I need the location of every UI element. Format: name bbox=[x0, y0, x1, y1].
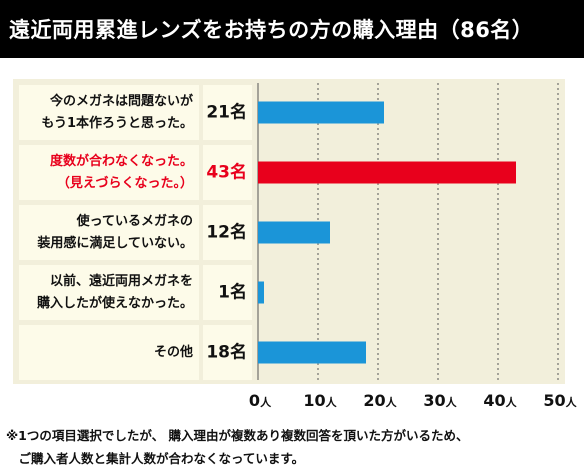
bar bbox=[258, 341, 366, 364]
bar bbox=[258, 101, 384, 124]
x-tick-unit: 人 bbox=[505, 396, 517, 409]
category-label: もう1本作ろうと思った。 bbox=[41, 115, 193, 131]
value-label: 12名 bbox=[206, 222, 247, 243]
title-bar: 遠近両用累進レンズをお持ちの方の購入理由（86名） bbox=[0, 0, 584, 58]
bar bbox=[258, 281, 264, 304]
x-tick-label: 10人 bbox=[303, 391, 336, 410]
x-tick-label: 40人 bbox=[483, 391, 516, 410]
x-tick-value: 40 bbox=[483, 391, 506, 410]
category-cell bbox=[19, 145, 199, 200]
value-label: 21名 bbox=[206, 102, 247, 123]
x-tick-value: 50 bbox=[543, 391, 566, 410]
value-cell bbox=[203, 205, 252, 260]
x-tick-label: 50人 bbox=[543, 391, 576, 410]
category-label: 装用感に満足していない。 bbox=[36, 235, 193, 251]
category-label: （見えづらくなった。） bbox=[57, 175, 193, 191]
x-tick-unit: 人 bbox=[260, 396, 272, 409]
category-label: その他 bbox=[154, 344, 193, 360]
value-label: 43名 bbox=[206, 162, 247, 183]
value-label: 1名 bbox=[218, 282, 247, 303]
value-cell bbox=[203, 145, 252, 200]
x-tick-unit: 人 bbox=[565, 396, 577, 409]
x-tick-label: 0人 bbox=[249, 391, 271, 410]
x-tick-value: 0 bbox=[248, 391, 261, 410]
footnote-line-2: ご購入者人数と集計人数が合わなくなっています。 bbox=[6, 451, 305, 466]
category-label: 今のメガネは問題ないが bbox=[49, 93, 193, 109]
x-tick-unit: 人 bbox=[325, 396, 337, 409]
chart-panel: 今のメガネは問題ないがもう1本作ろうと思った。 21名度数が合わなくなった。 （見え… bbox=[13, 79, 565, 384]
chart-title: 遠近両用累進レンズをお持ちの方の購入理由（86名） bbox=[9, 18, 534, 42]
value-cell bbox=[203, 325, 252, 380]
value-cell bbox=[203, 265, 252, 320]
category-label: 購入したが使えなかった。 bbox=[36, 295, 193, 311]
bar bbox=[258, 161, 516, 184]
x-tick-value: 20 bbox=[363, 391, 386, 410]
category-label: 以前、遠近両用メガネを bbox=[50, 273, 193, 289]
category-cell bbox=[19, 205, 199, 260]
category-cell bbox=[19, 325, 199, 380]
category-label: 使っているメガネの bbox=[76, 213, 193, 229]
x-tick-value: 10 bbox=[303, 391, 326, 410]
value-label: 18名 bbox=[206, 342, 247, 363]
x-tick-label: 20人 bbox=[363, 391, 396, 410]
x-tick-value: 30 bbox=[423, 391, 446, 410]
category-cell bbox=[19, 265, 199, 320]
bar bbox=[258, 221, 330, 244]
category-cell bbox=[19, 85, 199, 140]
x-tick-unit: 人 bbox=[385, 396, 397, 409]
footnote: ※1つの項目選択でしたが、 購入理由が複数あり複数回答を頂いた方がいるため、 ご… bbox=[6, 424, 468, 470]
value-cell bbox=[203, 85, 252, 140]
footnote-line-1: ※1つの項目選択でしたが、 購入理由が複数あり複数回答を頂いた方がいるため、 bbox=[6, 428, 469, 443]
x-tick-label: 30人 bbox=[423, 391, 456, 410]
x-tick-unit: 人 bbox=[445, 396, 457, 409]
category-label: 度数が合わなくなった。 bbox=[50, 153, 193, 169]
